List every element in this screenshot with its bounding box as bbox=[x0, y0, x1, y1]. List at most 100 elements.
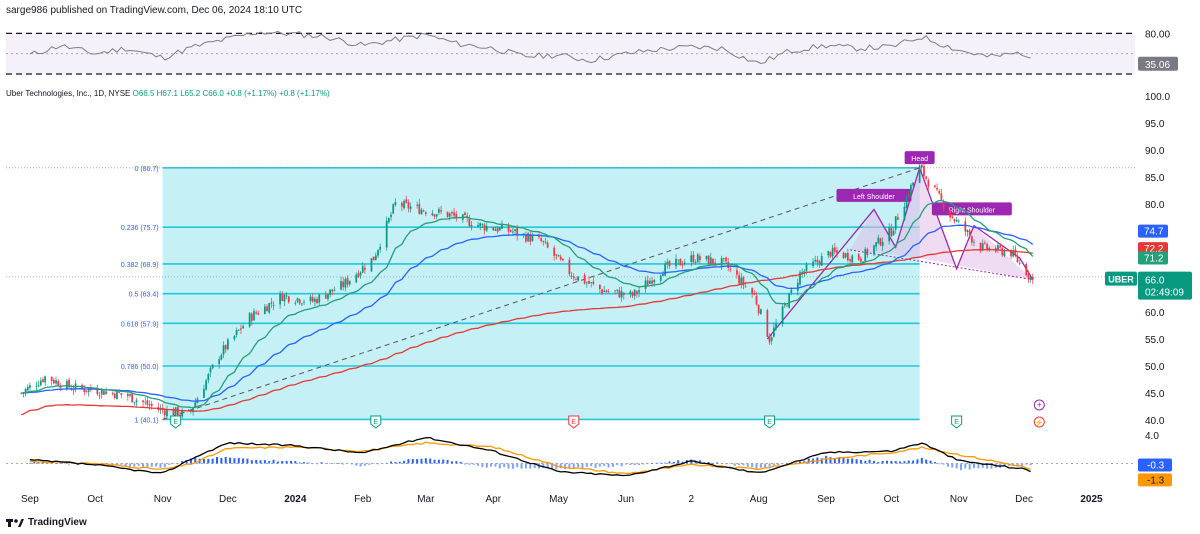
candle-body bbox=[568, 259, 571, 275]
add-event-icon[interactable] bbox=[1033, 399, 1045, 411]
candle-body bbox=[918, 165, 921, 183]
candle-body bbox=[759, 309, 762, 315]
macd-histogram-bar bbox=[376, 463, 379, 465]
candle-body bbox=[631, 292, 634, 297]
candle-body bbox=[742, 277, 745, 286]
macd-value-label: -0.3 bbox=[1147, 460, 1165, 471]
tradingview-logo[interactable]: TradingView bbox=[6, 517, 87, 528]
candle-body bbox=[507, 225, 510, 232]
macd-line bbox=[29, 436, 1031, 477]
macd-histogram-bar bbox=[211, 458, 214, 464]
candle-body bbox=[379, 246, 382, 250]
macd-histogram-bar bbox=[955, 463, 958, 469]
candle-body bbox=[403, 200, 405, 209]
candle-body bbox=[129, 394, 131, 396]
macd-histogram-bar bbox=[738, 463, 741, 466]
candle-body bbox=[768, 335, 771, 343]
earnings-marker-label-1: E bbox=[373, 419, 378, 426]
macd-histogram-bar bbox=[124, 463, 127, 467]
ema-blue-line bbox=[21, 224, 1034, 402]
macd-histogram-bar bbox=[759, 463, 762, 468]
macd-histogram-bar bbox=[511, 463, 514, 469]
macd-histogram-bar bbox=[598, 463, 601, 467]
candle-body bbox=[681, 264, 684, 266]
candle-body bbox=[562, 258, 564, 261]
macd-histogram-bar bbox=[381, 463, 384, 465]
candle-body bbox=[720, 258, 723, 266]
price-change-2: +0.8 (+1.17%) bbox=[279, 89, 330, 98]
candle-body bbox=[970, 236, 973, 243]
pattern-label-0: Head bbox=[911, 156, 928, 163]
add-event-icon-plus: + bbox=[1037, 400, 1042, 410]
macd-histogram-bar bbox=[411, 458, 414, 464]
candle-body bbox=[479, 223, 482, 227]
pattern-label-2: Right Shoulder bbox=[949, 207, 996, 214]
candle-body bbox=[144, 401, 147, 403]
time-axis-label-11: Aug bbox=[750, 494, 768, 505]
candle-body bbox=[999, 245, 1001, 248]
time-axis-label-14: Nov bbox=[950, 494, 968, 505]
macd-histogram-bar bbox=[912, 460, 915, 464]
candle-body bbox=[773, 327, 775, 337]
earnings-marker-1[interactable] bbox=[370, 415, 382, 429]
candle-body bbox=[585, 282, 588, 284]
macd-histogram-bar bbox=[816, 457, 819, 464]
earnings-marker-4[interactable] bbox=[951, 415, 963, 429]
candle-body bbox=[227, 339, 229, 350]
candle-body bbox=[268, 303, 271, 313]
macd-histogram-bar bbox=[546, 463, 549, 469]
candle-body bbox=[699, 256, 701, 261]
macd-histogram-bar bbox=[298, 462, 301, 464]
candle-body bbox=[146, 400, 149, 405]
candle-body bbox=[527, 233, 529, 242]
macd-histogram-bar bbox=[333, 463, 336, 465]
macd-histogram-bar bbox=[986, 463, 989, 469]
candle-body bbox=[68, 379, 70, 388]
price-tick-8: 80.0 bbox=[1145, 200, 1165, 211]
indicator-badge-2 bbox=[1138, 251, 1168, 265]
candle-body bbox=[668, 260, 671, 267]
candle-body bbox=[575, 278, 577, 280]
candle-body bbox=[757, 304, 760, 314]
candle-body bbox=[59, 386, 62, 388]
earnings-marker-3[interactable] bbox=[764, 415, 776, 429]
candle-body bbox=[303, 301, 305, 303]
macd-histogram-bar bbox=[798, 461, 801, 464]
macd-histogram-bar bbox=[398, 461, 401, 464]
pattern-label-1: Left Shoulder bbox=[853, 194, 895, 201]
candle-body bbox=[100, 389, 103, 395]
macd-histogram-bar bbox=[807, 458, 810, 464]
macd-histogram-bar bbox=[894, 461, 897, 464]
candle-body bbox=[531, 235, 534, 242]
dividend-marker[interactable] bbox=[1033, 416, 1045, 428]
earnings-marker-0[interactable] bbox=[170, 415, 182, 429]
candle-body bbox=[118, 391, 120, 393]
candle-body bbox=[525, 234, 527, 242]
macd-histogram-bar bbox=[851, 458, 854, 464]
macd-histogram-bar bbox=[642, 463, 645, 465]
candle-body bbox=[836, 250, 838, 254]
macd-histogram-bar bbox=[59, 462, 62, 464]
candle-body bbox=[559, 256, 562, 260]
candle-body bbox=[659, 275, 662, 281]
macd-histogram-bar bbox=[63, 463, 66, 465]
candle-body bbox=[416, 204, 419, 206]
earnings-marker-2[interactable] bbox=[568, 415, 580, 429]
candle-body bbox=[294, 302, 297, 304]
pattern-label-box-2 bbox=[931, 202, 1012, 216]
candle-body bbox=[1018, 262, 1021, 264]
macd-histogram-bar bbox=[616, 463, 619, 466]
candle-body bbox=[827, 250, 830, 256]
macd-histogram-bar bbox=[220, 457, 223, 464]
candle-body bbox=[446, 211, 449, 218]
macd-histogram-bar bbox=[746, 463, 749, 467]
macd-histogram-bar bbox=[694, 461, 697, 464]
macd-histogram-bar bbox=[968, 463, 971, 470]
candle-body bbox=[253, 311, 255, 321]
macd-histogram-bar bbox=[690, 459, 693, 464]
candle-body bbox=[26, 386, 29, 391]
macd-histogram-bar bbox=[764, 463, 767, 468]
candle-body bbox=[455, 214, 458, 219]
candle-body bbox=[300, 303, 303, 305]
